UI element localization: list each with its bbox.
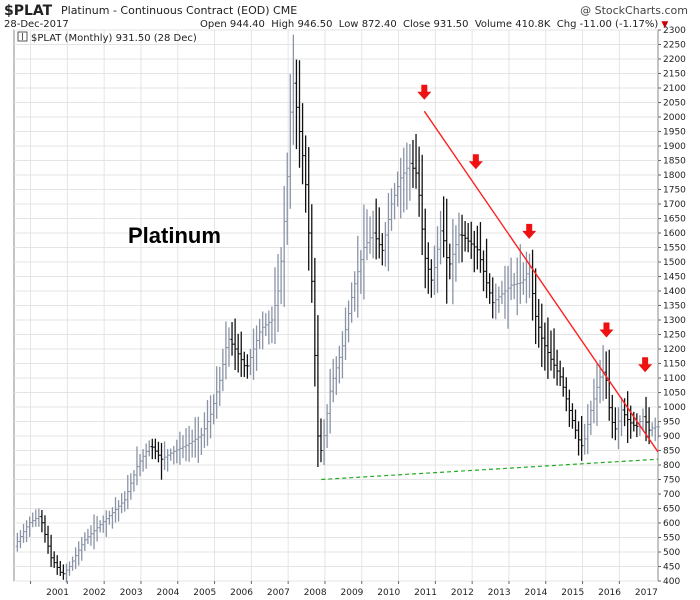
y-tick-label: 1150 — [663, 360, 686, 370]
y-tick-label: 2050 — [663, 99, 686, 109]
x-tick-label: 2013 — [488, 588, 511, 598]
open-value: 944.40 — [229, 19, 265, 30]
open-label: Open — [200, 19, 227, 30]
arrow-markers — [417, 84, 653, 373]
ohlc-summary: Open 944.40 High 946.50 Low 872.40 Close… — [200, 19, 668, 30]
x-axis: 2001 2002 2003 2004 2005 2006 2007 2008 2009 2010… — [30, 581, 658, 598]
y-tick-label: 1050 — [663, 389, 686, 399]
trend-lines — [321, 110, 659, 481]
x-tick-label: 2001 — [46, 588, 69, 598]
y-tick-label: 2100 — [663, 84, 686, 94]
instrument-name-text: Platinum - Continuous Contract (EOD) — [61, 4, 270, 17]
volume-label: Volume — [474, 19, 513, 30]
y-tick-label: 1250 — [663, 331, 686, 341]
y-tick-label: 1400 — [663, 287, 686, 297]
x-tick-label: 2010 — [377, 588, 400, 598]
y-tick-label: 950 — [663, 418, 680, 428]
y-tick-label: 2150 — [663, 70, 686, 80]
y-tick-label: 400 — [663, 577, 680, 587]
high-value: 946.50 — [297, 19, 333, 30]
y-tick-label: 550 — [663, 534, 680, 544]
low-value: 872.40 — [361, 19, 397, 30]
y-tick-label: 2300 — [663, 26, 686, 36]
down-arrow-icon — [638, 357, 653, 373]
down-arrow-icon — [468, 154, 483, 170]
y-tick-label: 750 — [663, 476, 680, 486]
symbol-title: $PLAT — [4, 3, 53, 19]
x-tick-label: 2004 — [157, 588, 180, 598]
y-tick-label: 1900 — [663, 142, 686, 152]
high-label: High — [271, 19, 295, 30]
x-tick-label: 2005 — [193, 588, 216, 598]
gridlines — [14, 29, 658, 582]
x-tick-label: 2014 — [525, 588, 548, 598]
y-tick-label: 1750 — [663, 186, 686, 196]
y-tick-label: 1950 — [663, 128, 686, 138]
y-tick-label: 2000 — [663, 113, 686, 123]
y-tick-label: 1550 — [663, 244, 686, 254]
y-tick-label: 1450 — [663, 273, 686, 283]
y-tick-label: 1000 — [663, 403, 686, 413]
low-label: Low — [338, 19, 359, 30]
y-tick-label: 2200 — [663, 55, 686, 65]
y-tick-label: 1650 — [663, 215, 686, 225]
y-tick-label: 650 — [663, 505, 680, 515]
x-tick-label: 2006 — [230, 588, 253, 598]
x-tick-label: 2016 — [598, 588, 621, 598]
y-tick-label: 1800 — [663, 171, 686, 181]
y-tick-label: 1300 — [663, 316, 686, 326]
y-tick-label: 2250 — [663, 41, 686, 51]
down-arrow-icon — [417, 84, 432, 100]
close-label: Close — [403, 19, 431, 30]
y-tick-label: 1200 — [663, 345, 686, 355]
y-tick-label: 1700 — [663, 200, 686, 210]
y-tick-label: 500 — [663, 548, 680, 558]
y-tick-label: 450 — [663, 563, 680, 573]
y-tick-label: 1500 — [663, 258, 686, 268]
x-tick-label: 2017 — [635, 588, 658, 598]
quote-date: 28-Dec-2017 — [4, 19, 69, 30]
close-value: 931.50 — [433, 19, 469, 30]
chart-annotation: Platinum — [128, 223, 221, 248]
support-trendline — [321, 458, 659, 481]
y-tick-label: 1850 — [663, 157, 686, 167]
y-tick-label: 1600 — [663, 229, 686, 239]
legend: $PLAT (Monthly) 931.50 (28 Dec) — [17, 31, 197, 44]
y-tick-label: 700 — [663, 490, 680, 500]
chg-value: -11.00 (-1.17%) — [579, 19, 659, 30]
instrument-name: Platinum - Continuous Contract (EOD) CME — [61, 4, 297, 17]
y-axis: 400 450 500 550 600 650 700 750 800 850 900 950 1000… — [658, 26, 686, 587]
chg-label: Chg — [556, 19, 577, 30]
y-tick-label: 850 — [663, 447, 680, 457]
y-tick-label: 1100 — [663, 374, 686, 384]
y-tick-label: 1350 — [663, 302, 686, 312]
exchange-label: CME — [273, 4, 298, 17]
x-tick-label: 2003 — [120, 588, 143, 598]
x-tick-label: 2007 — [267, 588, 290, 598]
x-tick-label: 2008 — [304, 588, 327, 598]
down-triangle-icon: ▼ — [661, 20, 669, 30]
x-tick-label: 2015 — [561, 588, 584, 598]
resistance-trendline — [423, 110, 659, 453]
x-tick-label: 2009 — [341, 588, 364, 598]
down-arrow-icon — [522, 223, 537, 239]
ohlc-bars — [15, 34, 660, 583]
y-tick-label: 600 — [663, 519, 680, 529]
y-tick-label: 900 — [663, 432, 680, 442]
brand-watermark: @ StockCharts.com — [580, 4, 688, 17]
x-tick-label: 2011 — [414, 588, 437, 598]
volume-value: 410.8K — [515, 19, 551, 30]
y-tick-label: 800 — [663, 461, 680, 471]
x-tick-label: 2012 — [451, 588, 474, 598]
down-arrow-icon — [599, 322, 614, 338]
x-tick-label: 2002 — [83, 588, 106, 598]
legend-label: $PLAT (Monthly) 931.50 (28 Dec) — [31, 33, 197, 44]
